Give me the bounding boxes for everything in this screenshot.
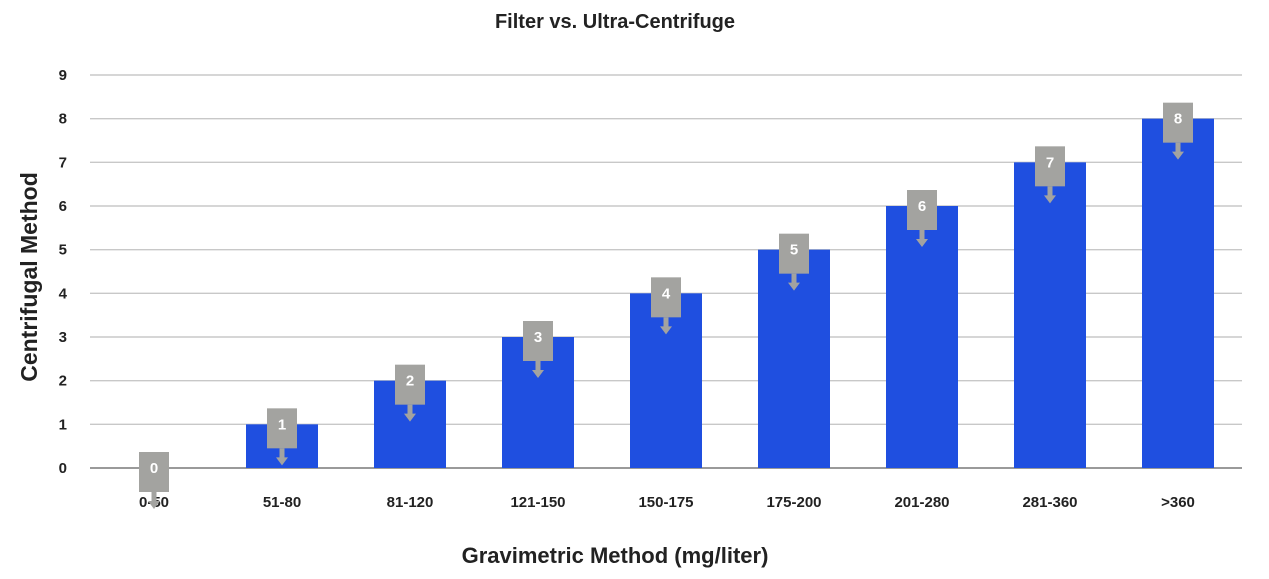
- y-tick-label: 5: [59, 242, 67, 259]
- data-label-arrow-head: [276, 457, 288, 466]
- bar: [1142, 118, 1214, 469]
- y-tick-label: 0: [59, 460, 67, 477]
- chart-title: Filter vs. Ultra-Centrifuge: [495, 11, 735, 33]
- data-label: 5: [779, 233, 809, 291]
- y-tick-label: 2: [59, 373, 67, 390]
- data-label-text: 4: [662, 285, 671, 302]
- data-label-text: 5: [790, 242, 798, 259]
- y-tick-label: 1: [59, 416, 67, 433]
- data-label-arrow-stem: [151, 492, 157, 502]
- data-label-arrow-head: [788, 282, 800, 291]
- data-label-arrow-head: [916, 239, 928, 247]
- data-label-text: 7: [1046, 154, 1054, 171]
- data-label-box: [1035, 146, 1065, 187]
- data-label-box: [907, 190, 937, 230]
- data-label: 1: [267, 408, 297, 466]
- x-tick-label: 121-150: [510, 494, 565, 511]
- x-tick-label: >360: [1161, 494, 1195, 511]
- data-label: 8: [1163, 102, 1193, 160]
- data-label-text: 8: [1174, 111, 1182, 128]
- x-tick-label: 201-280: [894, 494, 949, 511]
- data-labels: 0 1 2 3 4 5 6 7 8: [139, 102, 1193, 509]
- x-axis-title: Gravimetric Method (mg/liter): [462, 543, 769, 568]
- y-axis-title: Centrifugal Method: [16, 172, 42, 382]
- data-label-text: 0: [150, 460, 158, 477]
- x-tick-label: 81-120: [387, 494, 434, 511]
- data-label-arrow-stem: [1175, 142, 1181, 153]
- data-label-box: [267, 408, 297, 449]
- y-tick-label: 9: [59, 67, 67, 84]
- data-label: 6: [907, 190, 937, 247]
- data-label-text: 3: [534, 329, 542, 346]
- x-tick-label: 281-360: [1022, 494, 1077, 511]
- data-label-arrow-stem: [1047, 186, 1053, 197]
- data-label-arrow-stem: [407, 404, 413, 415]
- x-tick-label: 150-175: [638, 494, 693, 511]
- data-label: 3: [523, 321, 553, 378]
- data-label-arrow-head: [660, 326, 672, 335]
- y-tick-label: 3: [59, 329, 67, 346]
- y-tick-label: 4: [59, 285, 68, 302]
- bar: [1014, 162, 1086, 469]
- data-label-text: 6: [918, 198, 926, 215]
- data-label: 4: [651, 277, 681, 335]
- data-label-arrow-stem: [919, 230, 925, 240]
- bar: [886, 206, 958, 468]
- data-label-arrow-head: [532, 370, 544, 378]
- y-tick-label: 8: [59, 111, 67, 128]
- data-label-arrow-stem: [791, 273, 797, 284]
- data-label-box: [651, 277, 681, 318]
- data-label-arrow-head: [1044, 195, 1056, 204]
- data-label-box: [395, 364, 425, 405]
- y-tick-label: 7: [59, 154, 67, 171]
- data-label-arrow-stem: [535, 361, 541, 371]
- data-label-arrow-stem: [279, 448, 285, 459]
- data-label-text: 2: [406, 373, 414, 390]
- x-tick-label: 175-200: [766, 494, 821, 511]
- data-label-arrow-stem: [663, 317, 669, 328]
- data-label-arrow-head: [404, 413, 416, 422]
- data-label-box: [779, 233, 809, 274]
- data-label: 2: [395, 364, 425, 422]
- y-axis-ticks: 0 1 2 3 4 5 6 7 8 9: [59, 67, 68, 477]
- data-label-arrow-head: [1172, 151, 1184, 160]
- data-label: 7: [1035, 146, 1065, 204]
- data-label-box: [139, 452, 169, 492]
- data-label-box: [1163, 102, 1193, 143]
- x-tick-label: 51-80: [263, 494, 301, 511]
- data-label-box: [523, 321, 553, 361]
- data-label-text: 1: [278, 416, 286, 433]
- data-label-arrow-head: [148, 501, 160, 509]
- y-tick-label: 6: [59, 198, 67, 215]
- x-axis-ticks: 0-5051-8081-120121-150150-175175-200201-…: [139, 494, 1195, 511]
- data-label: 0: [139, 452, 169, 509]
